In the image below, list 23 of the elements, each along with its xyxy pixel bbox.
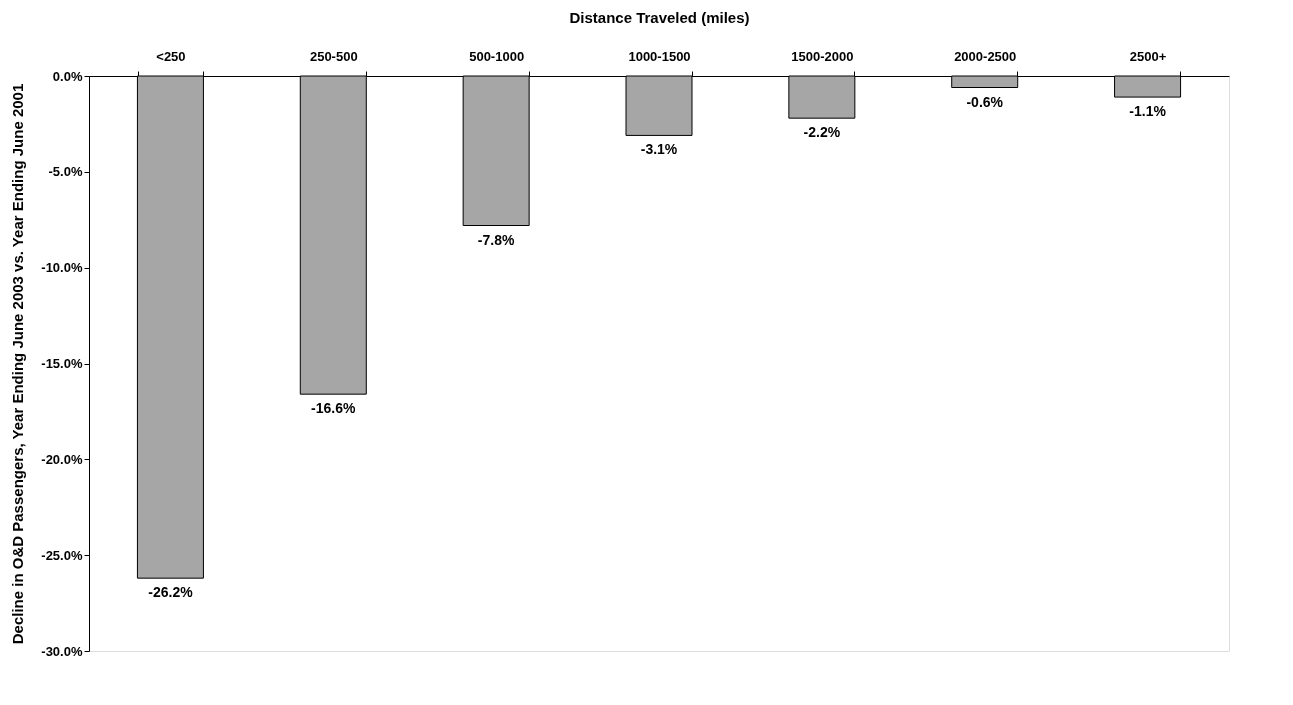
data-label: -7.8% [477,231,515,248]
y-tick-label: -30.0% [41,643,83,659]
x-axis-title: Distance Traveled (miles) [569,8,750,26]
y-tick-label: 0.0% [52,68,83,84]
data-label: -26.2% [148,584,194,601]
data-label: -3.1% [640,141,678,158]
y-tick-label: -20.0% [41,451,83,467]
y-tick-label: -15.0% [41,356,83,371]
x-tick-label: 250-500 [309,48,358,64]
data-label: -1.1% [1129,103,1167,120]
y-axis-title: Decline in O&D Passengers, Year Ending June 2003 vs. Year Ending June 2001 [9,83,27,645]
x-tick-label: 1500-2000 [791,48,854,64]
data-label: -16.6% [311,400,357,417]
data-label: -2.2% [803,124,841,141]
x-tick-label: 2500+ [1129,48,1167,64]
x-tick-label: 1000-1500 [628,48,691,64]
x-tick-label: 500-1000 [469,48,525,64]
y-tick-label: -25.0% [41,547,83,563]
y-tick-label: -10.0% [41,260,83,276]
y-tick-label: -5.0% [48,164,83,180]
x-tick-label: 2000-2500 [954,48,1017,64]
x-tick-label: <250 [156,48,186,64]
data-label: -0.6% [966,93,1004,110]
